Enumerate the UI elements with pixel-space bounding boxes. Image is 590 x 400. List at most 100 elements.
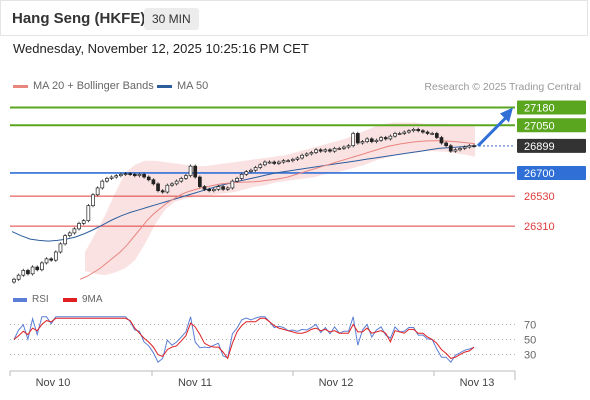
- candle: [379, 135, 383, 142]
- candle: [193, 164, 198, 179]
- candle: [342, 145, 346, 151]
- candle: [290, 157, 295, 163]
- chart-datetime: Wednesday, November 12, 2025 10:25:16 PM…: [13, 41, 309, 56]
- interval-button[interactable]: 30 MIN: [144, 8, 199, 30]
- candle-body: [21, 270, 26, 276]
- rsi-level-label: 30: [524, 350, 536, 362]
- candle: [81, 219, 86, 226]
- ma20-legend-label: MA 20 + Bollinger Bands: [33, 80, 154, 92]
- candle-body: [276, 161, 281, 164]
- candle-body: [193, 165, 198, 178]
- candle-body: [72, 228, 77, 234]
- candle: [119, 172, 123, 178]
- candle: [314, 148, 318, 155]
- candle: [26, 268, 30, 276]
- candle-body: [58, 243, 63, 253]
- candle-body: [472, 145, 476, 148]
- candle-body: [290, 158, 295, 162]
- candle-body: [239, 173, 244, 179]
- candle: [114, 174, 119, 179]
- candle: [179, 176, 184, 183]
- candle-body: [351, 133, 356, 147]
- candle-body: [267, 161, 272, 164]
- level-label-27050: 27050: [524, 120, 555, 132]
- candle: [448, 144, 453, 153]
- ma50-legend-label: MA 50: [177, 80, 209, 92]
- candle-body: [300, 154, 304, 159]
- candle: [235, 176, 239, 183]
- candle-body: [332, 148, 337, 152]
- rsi-level-label: 50: [524, 335, 536, 347]
- candle-body: [462, 146, 467, 149]
- candle: [174, 179, 179, 186]
- candle-body: [156, 183, 160, 192]
- candle: [360, 139, 365, 145]
- candle: [184, 174, 188, 181]
- candle-body: [365, 138, 369, 142]
- candle: [332, 146, 337, 153]
- candle-body: [132, 173, 137, 177]
- candle-body: [272, 161, 277, 164]
- candle: [170, 182, 174, 187]
- candle-body: [188, 165, 193, 177]
- candle: [416, 127, 421, 133]
- candle-body: [207, 188, 212, 192]
- candle: [272, 160, 277, 166]
- rsi-level-label: 70: [524, 319, 536, 331]
- candle-body: [109, 176, 114, 179]
- candle: [295, 156, 300, 161]
- level-label-bg: [517, 118, 586, 133]
- candle-body: [295, 157, 300, 160]
- candle: [105, 176, 109, 183]
- candle: [411, 127, 416, 133]
- candle-body: [105, 178, 109, 182]
- candle-body: [119, 173, 123, 177]
- candle: [72, 227, 77, 235]
- candle: [318, 148, 323, 153]
- candle-body: [304, 153, 309, 156]
- candle: [453, 148, 458, 153]
- candle-body: [253, 167, 258, 171]
- candle-body: [309, 152, 314, 155]
- candle: [388, 134, 393, 141]
- candle: [151, 178, 156, 186]
- candle: [188, 164, 193, 178]
- candle: [137, 172, 142, 178]
- candle: [146, 175, 151, 182]
- candle: [225, 186, 230, 191]
- candle: [12, 277, 16, 284]
- candle: [276, 160, 281, 166]
- candle-body: [379, 137, 383, 141]
- candle-body: [397, 133, 402, 135]
- candle-body: [170, 183, 174, 186]
- candle: [346, 144, 351, 149]
- candle-body: [453, 149, 458, 152]
- candle: [337, 146, 342, 151]
- candle-body: [388, 135, 393, 140]
- candle-body: [355, 133, 360, 144]
- candle-body: [421, 130, 425, 133]
- candle: [263, 160, 267, 167]
- instrument-title: Hang Seng (HKFE): [12, 10, 146, 27]
- candle-body: [211, 188, 216, 192]
- legend-ma50: MA 50: [157, 80, 208, 92]
- candle: [402, 130, 407, 136]
- candle: [211, 187, 216, 193]
- candle-body: [458, 148, 462, 151]
- candle-body: [114, 175, 119, 178]
- bollinger-band: [85, 122, 475, 276]
- candle: [165, 183, 170, 194]
- candle-body: [314, 149, 318, 153]
- candle-body: [142, 173, 146, 178]
- legend-ma20: MA 20 + Bollinger Bands: [13, 80, 154, 92]
- candle-body: [383, 137, 388, 140]
- candle: [49, 257, 54, 262]
- candle-body: [416, 128, 421, 132]
- candle: [444, 141, 448, 148]
- candle-body: [444, 142, 448, 147]
- candle-body: [225, 187, 230, 190]
- candle: [244, 169, 249, 176]
- ma20-line: [79, 140, 476, 280]
- candle-body: [281, 160, 286, 163]
